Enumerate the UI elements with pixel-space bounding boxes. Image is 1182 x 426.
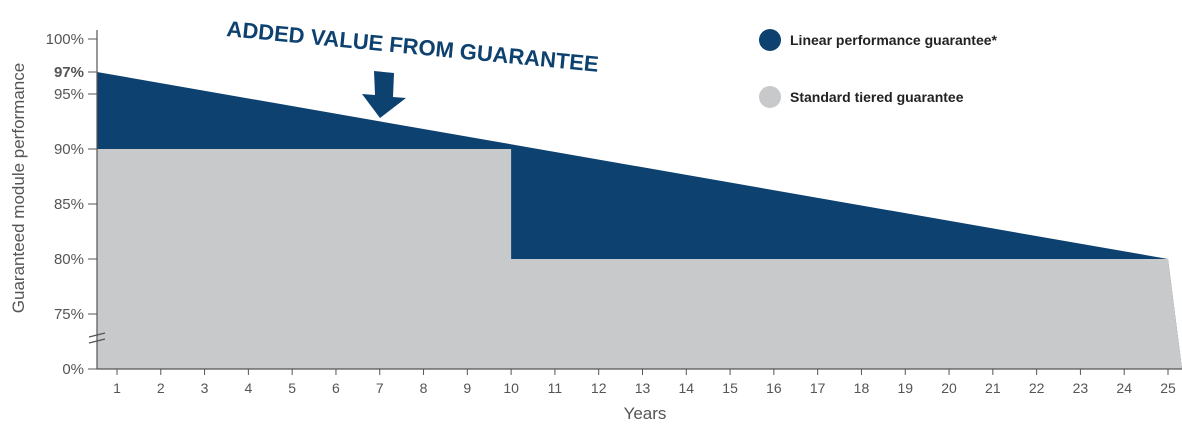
x-tick-label: 25 bbox=[1160, 380, 1176, 396]
y-tick-label: 85% bbox=[54, 196, 84, 213]
x-tick-label: 19 bbox=[897, 380, 913, 396]
legend-swatch-linear bbox=[759, 29, 781, 51]
y-tick-label: 75% bbox=[54, 306, 84, 323]
down-arrow-icon bbox=[362, 71, 406, 118]
legend-label-linear: Linear performance guarantee* bbox=[790, 32, 998, 48]
y-tick-label: 80% bbox=[54, 251, 84, 268]
x-tick-label: 11 bbox=[548, 380, 563, 396]
x-axis-title: Years bbox=[624, 404, 667, 421]
axis-break-icon bbox=[88, 332, 106, 344]
x-tick-label: 7 bbox=[376, 380, 384, 396]
x-tick-label: 9 bbox=[463, 380, 471, 396]
x-tick-label: 21 bbox=[985, 380, 1001, 396]
x-tick-label: 2 bbox=[157, 380, 165, 396]
annotation-text: ADDED VALUE FROM GUARANTEE bbox=[226, 16, 600, 77]
y-highlight-label: 97% bbox=[54, 64, 84, 81]
x-tick-label: 3 bbox=[201, 380, 209, 396]
x-tick-label: 18 bbox=[854, 380, 870, 396]
x-tick-label: 16 bbox=[766, 380, 782, 396]
y-tick-label: 95% bbox=[54, 86, 84, 103]
area-standard-guarantee bbox=[97, 149, 1182, 369]
x-tick-label: 10 bbox=[503, 380, 519, 396]
x-tick-label: 23 bbox=[1073, 380, 1089, 396]
y-tick-label: 90% bbox=[54, 141, 84, 158]
x-tick-label: 8 bbox=[420, 380, 428, 396]
legend-label-standard: Standard tiered guarantee bbox=[790, 89, 964, 105]
legend: Linear performance guarantee* Standard t… bbox=[759, 29, 998, 108]
x-tick-label: 12 bbox=[591, 380, 607, 396]
x-tick-label: 24 bbox=[1116, 380, 1132, 396]
y-tick-label: 0% bbox=[62, 361, 84, 378]
x-tick-label: 14 bbox=[679, 380, 695, 396]
x-tick-label: 1 bbox=[113, 380, 121, 396]
x-tick-label: 20 bbox=[941, 380, 957, 396]
x-tick-label: 17 bbox=[810, 380, 826, 396]
y-axis-title: Guaranteed module performance bbox=[9, 63, 28, 313]
x-tick-label: 15 bbox=[722, 380, 738, 396]
legend-swatch-standard bbox=[759, 86, 781, 108]
x-tick-label: 6 bbox=[332, 380, 340, 396]
x-tick-label: 5 bbox=[288, 380, 296, 396]
x-tick-label: 22 bbox=[1029, 380, 1045, 396]
x-tick-label: 4 bbox=[244, 380, 252, 396]
y-tick-label: 100% bbox=[46, 31, 84, 48]
x-tick-label: 13 bbox=[635, 380, 651, 396]
